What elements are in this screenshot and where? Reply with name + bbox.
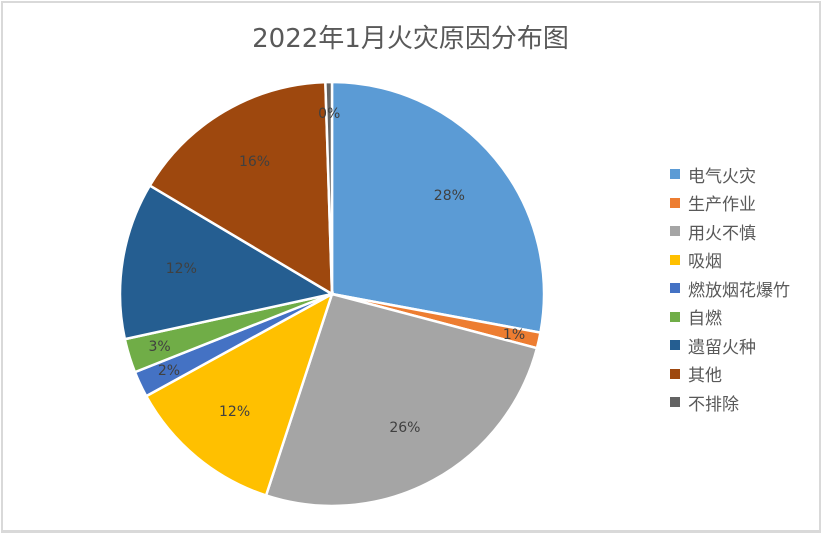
pie-slice-4 [144,291,335,498]
legend-swatch-icon [670,368,680,379]
legend-swatch-icon [670,169,680,180]
legend-label: 燃放烟花爆竹 [688,280,790,301]
legend-label: 吸烟 [688,252,722,273]
chart-title: 2022年1月火灾原因分布图 [252,24,569,54]
legend-swatch-icon [670,254,680,265]
legend-item: 遗留火种 [670,331,790,360]
legend-label: 电气火灾 [688,166,756,187]
data-label: 28% [433,188,465,205]
legend-label: 用火不慎 [688,223,756,244]
data-label: 26% [389,420,421,437]
legend-item: 不排除 [670,388,790,417]
legend-label: 遗留火种 [688,337,756,358]
pie-slice-7 [118,183,336,341]
legend-item: 用火不慎 [670,217,790,246]
legend-label: 自燃 [688,309,722,330]
legend-swatch-icon [670,397,680,408]
legend: 电气火灾生产作业用火不慎吸烟燃放烟花爆竹 自燃遗留火种其他不排除 [670,160,790,417]
legend-swatch-icon [670,283,680,294]
legend-item: 电气火灾 [670,160,790,189]
legend-item: 生产作业 [670,189,790,218]
legend-item: 其他 [670,360,790,389]
data-label: 12% [219,403,251,420]
legend-swatch-icon [670,226,680,237]
pie-slice-1 [330,80,546,335]
legend-label: 生产作业 [688,195,756,216]
pie-slice-3 [264,292,539,508]
pie-slice-9 [324,80,334,295]
data-label: 0% [318,105,341,122]
data-label: 3% [148,338,171,355]
legend-swatch-icon [670,311,680,322]
legend-swatch-icon [670,197,680,208]
data-label: 2% [157,362,181,379]
legend-label: 不排除 [688,394,739,415]
data-label: 1% [502,326,526,343]
legend-item: 吸烟 [670,246,790,275]
legend-swatch-icon [670,340,680,351]
legend-label: 其他 [688,366,722,387]
pie-slice-8 [148,80,334,297]
legend-item: 燃放烟花爆竹 [670,274,790,303]
data-label: 12% [165,261,197,278]
data-label: 16% [238,154,271,171]
legend-item: 自燃 [670,303,790,332]
